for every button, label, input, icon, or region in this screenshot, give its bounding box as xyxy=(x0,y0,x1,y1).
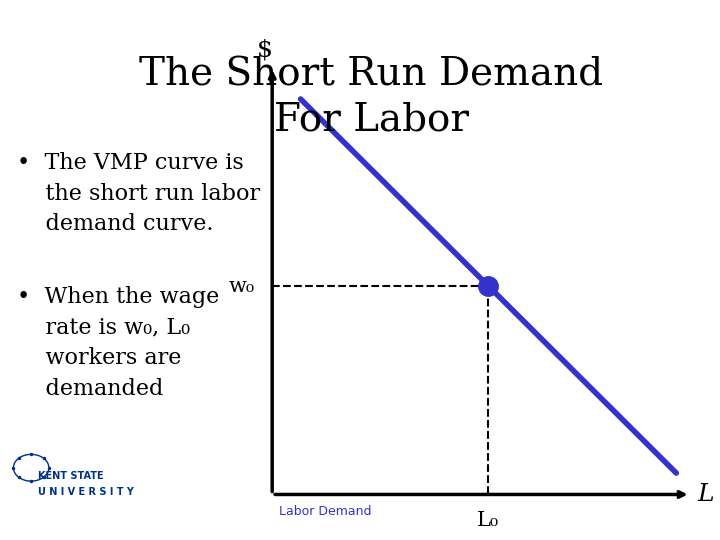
Text: Labor Demand: Labor Demand xyxy=(279,505,372,518)
Text: L: L xyxy=(698,483,714,506)
Text: •  The VMP curve is
    the short run labor
    demand curve.: • The VMP curve is the short run labor d… xyxy=(17,152,260,235)
Text: The Short Run Demand
For Labor: The Short Run Demand For Labor xyxy=(140,56,603,139)
Text: $: $ xyxy=(257,38,273,62)
Text: w₀: w₀ xyxy=(228,276,254,295)
Text: KENT STATE
U N I V E R S I T Y: KENT STATE U N I V E R S I T Y xyxy=(38,470,134,497)
Text: •  When the wage
    rate is w₀, L₀
    workers are
    demanded: • When the wage rate is w₀, L₀ workers a… xyxy=(17,286,219,400)
Text: L₀: L₀ xyxy=(477,510,500,530)
